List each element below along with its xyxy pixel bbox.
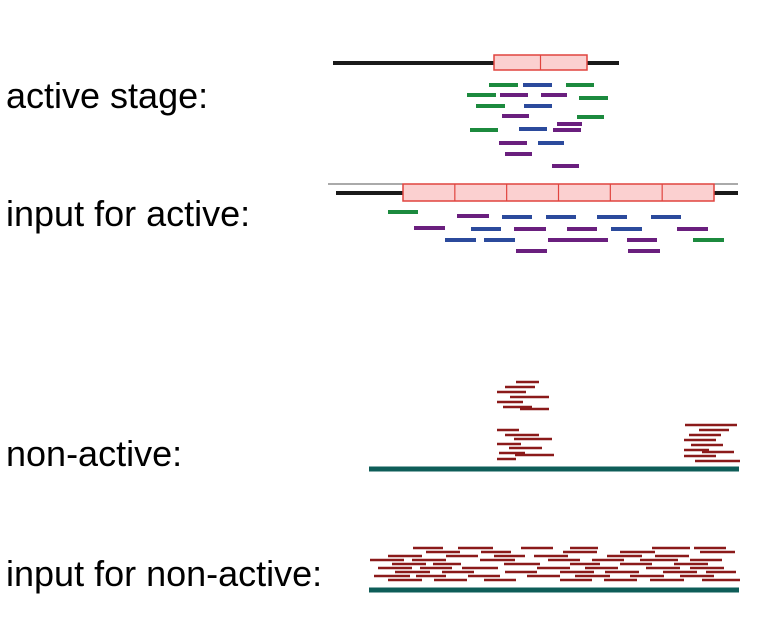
active-stage-panel [333,54,619,168]
enriched-region-box [493,54,588,71]
label-active-stage: active stage: [6,75,208,116]
input-reads-uniform [370,546,740,582]
label-input-for-active: input for active: [6,193,250,234]
input-for-active-panel [328,183,738,253]
non-active-panel [369,380,740,472]
input-reads-scatter [388,210,724,253]
enriched-region-box [402,183,715,202]
label-input-for-non-active: input for non-active: [6,553,322,594]
input-for-non-active-panel [369,546,740,593]
active-reads-cluster [467,83,608,168]
non-active-reads-stacks [497,380,740,463]
label-non-active: non-active: [6,433,182,474]
